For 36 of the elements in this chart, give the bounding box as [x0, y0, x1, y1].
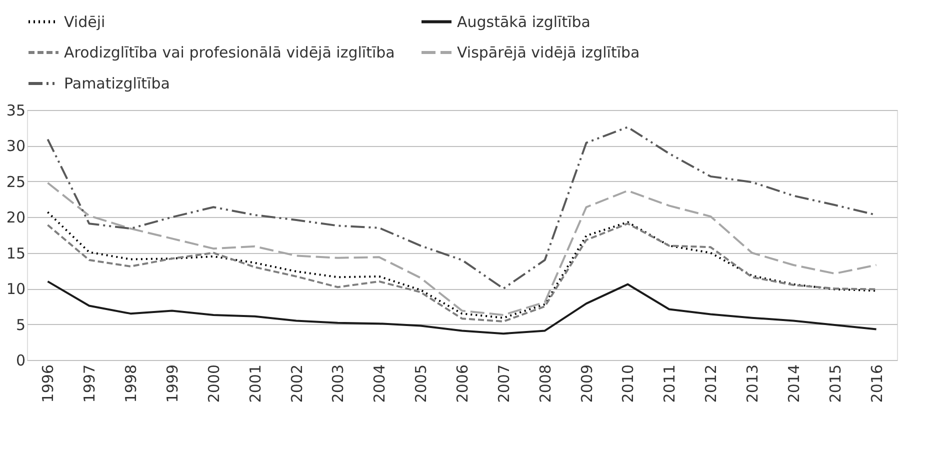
x-tick-label: 1999 [164, 364, 182, 403]
legend-label: Augstākā izglītība [457, 12, 590, 31]
y-tick-label: 20 [6, 208, 26, 227]
x-tick-label: 2001 [246, 364, 264, 403]
x-tick-label: 2010 [619, 364, 638, 403]
x-tick-label: 2015 [826, 364, 844, 403]
x-tick-label: 2002 [288, 364, 306, 403]
y-tick-label: 5 [16, 316, 26, 334]
x-tick-label: 2007 [494, 364, 513, 403]
x-tick-label: 2009 [578, 364, 596, 403]
y-tick-label: 0 [16, 352, 26, 370]
x-tick-label: 2006 [454, 364, 472, 403]
y-tick-label: 10 [6, 280, 26, 298]
legend-label: Arodizglītība vai profesionālā vidējā izglītība [64, 44, 395, 62]
x-tick-label: 2016 [868, 364, 886, 403]
legend-label: Vidēji [64, 12, 106, 31]
x-tick-label: 2005 [412, 364, 430, 403]
x-tick-label: 2014 [784, 364, 803, 403]
x-tick-label: 2011 [660, 364, 679, 403]
x-tick-label: 2013 [744, 364, 762, 403]
x-tick-label: 1998 [122, 364, 140, 403]
x-tick-label: 2000 [204, 364, 223, 403]
y-tick-label: 30 [6, 137, 26, 156]
y-tick-label: 15 [6, 244, 26, 262]
x-tick-label: 2012 [702, 364, 720, 403]
line-series [46, 182, 878, 316]
x-tick-label: 2003 [329, 364, 348, 403]
legend-label: Vispārējā vidējā izglītība [457, 44, 640, 62]
y-tick-label: 35 [6, 102, 26, 120]
line-series [46, 280, 878, 335]
x-tick-label: 2008 [536, 364, 554, 403]
x-tick-label: 1997 [80, 364, 99, 403]
x-tick-label: 1996 [39, 364, 58, 403]
y-tick-label: 25 [6, 172, 26, 191]
x-tick-label: 2004 [370, 364, 389, 403]
legend-label: Pamatizglītība [64, 74, 170, 92]
